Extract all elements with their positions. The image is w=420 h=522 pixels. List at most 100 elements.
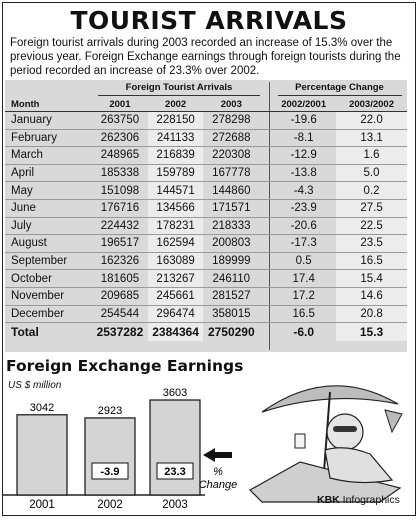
cell-pc1: -6.0 (271, 322, 337, 342)
cell-pc1: -13.8 (271, 164, 337, 183)
cell-y2001: 196517 (92, 234, 148, 253)
drink-glass-icon (294, 433, 306, 449)
table-row: May 151098 144571 144860 -4.3 0.2 (5, 181, 407, 200)
cell-y2002: 228150 (147, 111, 204, 130)
header-gap (259, 97, 272, 112)
cell-y2002: 178231 (147, 217, 204, 236)
header-month: Month (5, 97, 93, 112)
cell-y2002: 213267 (147, 269, 204, 288)
group-header-percentage: Percentage Change (295, 82, 384, 93)
cell-y2001: 181605 (92, 269, 148, 288)
cell-y2002: 241133 (147, 129, 204, 148)
table-row: November 209685 245661 281527 17.2 14.6 (5, 287, 407, 306)
cell-pc1: -12.9 (271, 146, 337, 165)
cell-pc2: 22.0 (336, 111, 407, 130)
change-arrow (203, 448, 232, 462)
bar-2001 (16, 414, 68, 496)
credit-brand: KBK (317, 494, 340, 506)
cell-y2003: 281527 (203, 287, 260, 306)
cell-month: August (5, 234, 93, 253)
cell-gap (259, 111, 272, 130)
table-row: August 196517 162594 200803 -17.3 23.5 (5, 234, 407, 253)
table-row: June 176716 134566 171571 -23.9 27.5 (5, 199, 407, 218)
sunglasses-icon (333, 426, 357, 432)
cell-gap (259, 234, 272, 253)
cell-gap (259, 181, 272, 200)
cell-month: April (5, 164, 93, 183)
header-2002: 2002 (147, 97, 204, 112)
cell-y2002: 216839 (147, 146, 204, 165)
cell-y2003: 200803 (203, 234, 260, 253)
cell-month: March (5, 146, 93, 165)
cell-y2003: 2750290 (203, 322, 260, 342)
cell-pc2: 16.5 (336, 252, 407, 271)
cell-y2001: 254544 (92, 305, 148, 324)
cell-y2001: 185338 (92, 164, 148, 183)
table-row: January 263750 228150 278298 -19.6 22.0 (5, 111, 407, 130)
header-pc-2002-2001: 2002/2001 (271, 97, 337, 112)
cell-y2002: 162594 (147, 234, 204, 253)
cell-y2003: 144860 (203, 181, 260, 200)
cell-pc1: -23.9 (271, 199, 337, 218)
cell-pc1: -20.6 (271, 217, 337, 236)
cell-y2002: 134566 (147, 199, 204, 218)
cell-pc2: 23.5 (336, 234, 407, 253)
cell-month: June (5, 199, 93, 218)
credit-infographics: Infographics (342, 494, 400, 506)
cell-pc2: 5.0 (336, 164, 407, 183)
cell-y2003: 167778 (203, 164, 260, 183)
pct-change-caption: Change (199, 479, 238, 491)
category-label: 2002 (97, 499, 123, 510)
bar-2003 (149, 399, 201, 496)
cell-month: Total (5, 322, 93, 342)
cell-pc2: 27.5 (336, 199, 407, 218)
header-2003: 2003 (203, 97, 260, 112)
pct-change-caption: % (213, 466, 223, 478)
table-row: September 162326 163089 189999 0.5 16.5 (5, 252, 407, 271)
cell-pc1: -4.3 (271, 181, 337, 200)
intro-text: Foreign tourist arrivals during 2003 rec… (10, 37, 401, 77)
table-row: October 181605 213267 246110 17.4 15.4 (5, 269, 407, 288)
table-row: April 185338 159789 167778 -13.8 5.0 (5, 164, 407, 183)
category-label: 2001 (29, 499, 55, 510)
cell-y2003: 246110 (203, 269, 260, 288)
cell-month: January (5, 111, 93, 130)
beach-lounger-icon (249, 461, 402, 503)
cell-gap (259, 217, 272, 236)
table-row: December 254544 296474 358015 16.5 20.8 (5, 305, 407, 324)
cell-gap (259, 146, 272, 165)
cell-pc2: 15.4 (336, 269, 407, 288)
table-row: February 262306 241133 272688 -8.1 13.1 (5, 129, 407, 148)
cell-gap (259, 322, 272, 342)
cell-gap (259, 199, 272, 218)
cell-y2003: 218333 (203, 217, 260, 236)
cell-month: February (5, 129, 93, 148)
cell-y2001: 162326 (92, 252, 148, 271)
group-rule-percentage (278, 95, 402, 96)
cell-y2003: 189999 (203, 252, 260, 271)
cell-y2002: 163089 (147, 252, 204, 271)
cell-pc2: 14.6 (336, 287, 407, 306)
cell-y2003: 278298 (203, 111, 260, 130)
cell-pc2: 0.2 (336, 181, 407, 200)
group-header-arrivals: Foreign Tourist Arrivals (125, 82, 233, 93)
cell-y2001: 151098 (92, 181, 148, 200)
cell-month: July (5, 217, 93, 236)
cell-y2003: 171571 (203, 199, 260, 218)
cell-y2003: 358015 (203, 305, 260, 324)
cell-pc1: 17.2 (271, 287, 337, 306)
cell-pc2: 20.8 (336, 305, 407, 324)
pct-change-box (91, 462, 129, 480)
header-2001: 2001 (92, 97, 148, 112)
cell-pc2: 22.5 (336, 217, 407, 236)
cell-pc1: -19.6 (271, 111, 337, 130)
bar-value-label: 2923 (98, 405, 122, 417)
cell-pc2: 15.3 (336, 322, 407, 342)
bar-value-label: 3042 (30, 402, 54, 414)
palm-leaf-icon (384, 409, 403, 434)
arrivals-table: Month 2001 2002 2003 2002/2001 2003/2002… (5, 97, 407, 342)
cell-pc1: 17.4 (271, 269, 337, 288)
pct-change-label: 23.3 (164, 466, 185, 478)
cell-y2001: 262306 (92, 129, 148, 148)
cell-gap (259, 269, 272, 288)
